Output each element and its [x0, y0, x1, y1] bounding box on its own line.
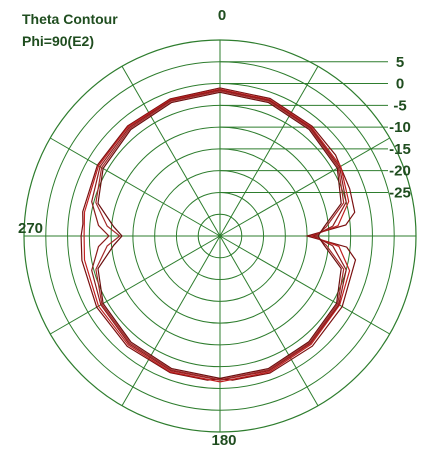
r-tick-label: -20: [389, 163, 411, 180]
grid-spoke: [219, 235, 319, 406]
r-tick-label: 0: [396, 76, 404, 93]
grid-spoke: [121, 235, 221, 406]
r-tick-label: 5: [396, 54, 404, 71]
chart-labels: 5 0 -5 -10 -15 -20 -25 0 180 270: [18, 7, 411, 449]
r-tick-label: -25: [389, 184, 411, 201]
r-tick-label: -10: [389, 119, 411, 136]
r-tick-label: -15: [389, 141, 411, 158]
angle-label: 180: [211, 432, 236, 449]
series-line: [95, 90, 345, 381]
series-line: [83, 88, 351, 383]
series-line: [80, 87, 357, 381]
grid-spoke: [219, 66, 319, 237]
r-tick-label: -5: [393, 97, 406, 114]
chart-title-line1: Theta Contour: [22, 11, 118, 27]
angle-label: 0: [218, 7, 226, 24]
grid-spoke: [50, 137, 221, 237]
grid-spoke: [50, 235, 221, 335]
grid-spoke: [121, 66, 221, 237]
grid-spoke: [219, 137, 390, 237]
chart-title-line2: Phi=90(E2): [22, 33, 94, 49]
grid-spoke: [219, 235, 390, 335]
series-line: [97, 91, 342, 380]
series-traces: [80, 87, 357, 383]
angle-label: 270: [18, 220, 43, 237]
polar-grid: [23, 39, 417, 433]
